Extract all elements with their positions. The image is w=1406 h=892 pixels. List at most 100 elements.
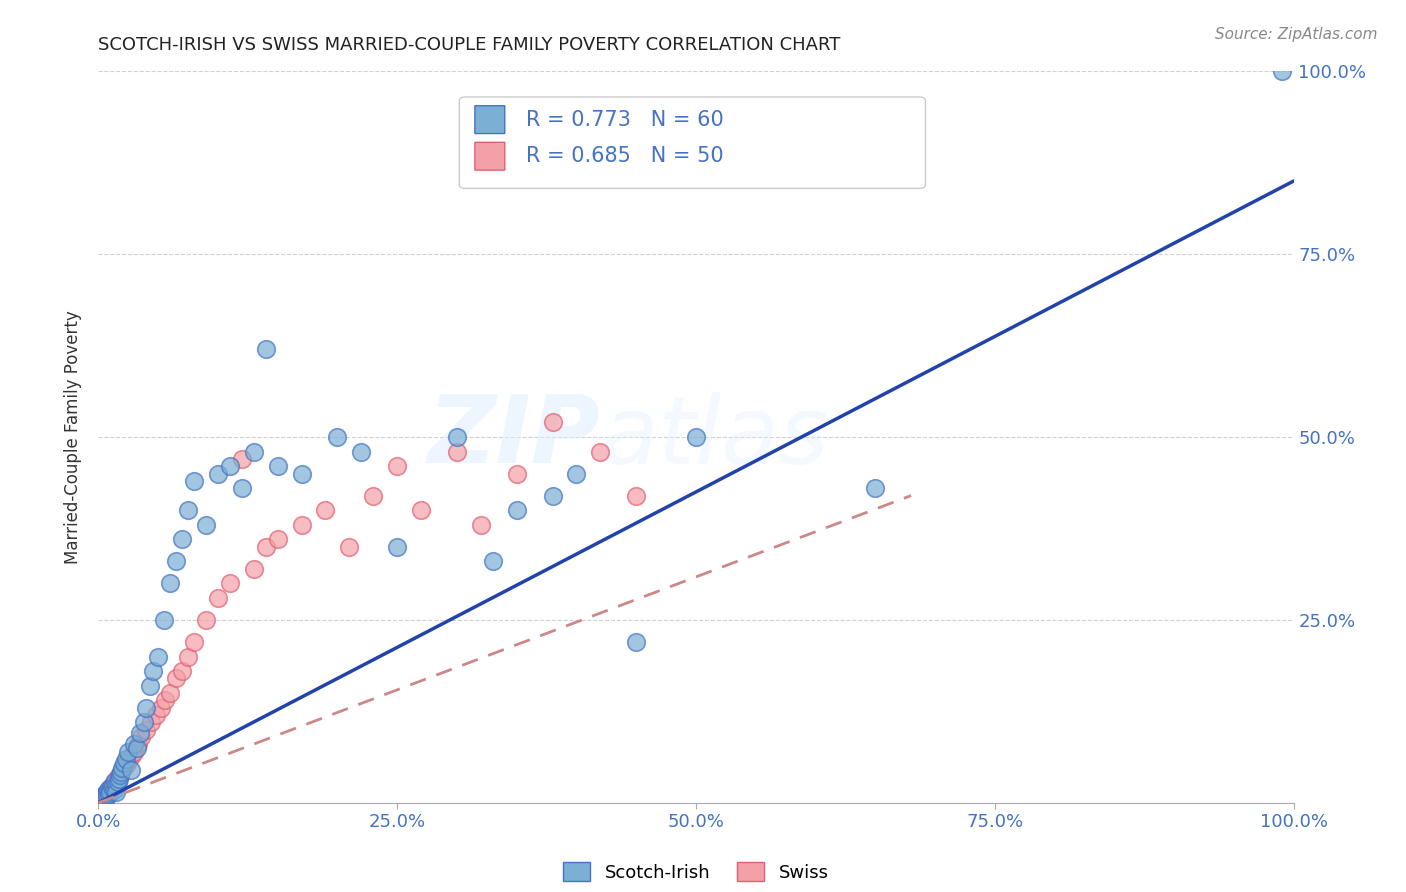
Point (124, 737, 146, 751)
Point (108, 766, 131, 780)
Point (98, 781, 122, 796)
Point (139, 715, 162, 730)
Point (110, 765, 132, 780)
Point (96, 785, 118, 799)
Point (98, 782, 121, 797)
Point (117, 745, 139, 759)
Point (165, 554, 187, 568)
Point (139, 679, 162, 693)
FancyBboxPatch shape (460, 97, 925, 188)
Point (96, 787, 118, 801)
Point (363, 489, 385, 503)
Point (91, 789, 114, 804)
Point (411, 503, 433, 517)
Point (97, 785, 120, 799)
FancyBboxPatch shape (475, 143, 505, 170)
Point (863, 481, 887, 495)
Point (177, 503, 200, 517)
Point (326, 430, 349, 444)
Point (243, 562, 266, 576)
Point (100, 780, 122, 794)
Point (589, 444, 612, 458)
Point (148, 649, 170, 664)
Point (506, 467, 529, 481)
Point (129, 726, 152, 740)
Point (131, 730, 153, 744)
Point (481, 554, 505, 568)
Point (172, 533, 194, 547)
Point (142, 664, 165, 678)
Point (267, 533, 290, 547)
Point (626, 635, 648, 649)
Point (231, 481, 253, 495)
Point (446, 430, 468, 444)
Point (111, 761, 134, 775)
Point (107, 770, 129, 784)
Point (94, 790, 117, 805)
Point (254, 540, 277, 554)
Point (172, 664, 194, 678)
Point (541, 489, 564, 503)
Text: R = 0.773   N = 60: R = 0.773 N = 60 (526, 110, 724, 129)
Point (108, 768, 131, 782)
Point (120, 763, 142, 777)
Point (107, 775, 129, 789)
Point (115, 752, 138, 766)
FancyBboxPatch shape (475, 106, 505, 134)
Point (97, 782, 120, 797)
Point (98, 787, 121, 801)
Point (98, 781, 122, 796)
Point (103, 782, 125, 797)
Point (194, 517, 218, 532)
Point (98, 785, 122, 799)
Point (91, 792, 114, 806)
Point (177, 649, 200, 664)
Point (219, 576, 242, 591)
Point (124, 745, 146, 759)
Point (91, 792, 114, 806)
Point (243, 444, 266, 458)
Point (104, 773, 127, 788)
Point (114, 759, 136, 773)
Legend: Scotch-Irish, Swiss: Scotch-Irish, Swiss (555, 855, 837, 888)
Point (385, 459, 409, 474)
Point (685, 430, 707, 444)
Point (267, 459, 290, 474)
Point (132, 715, 155, 730)
Point (135, 723, 157, 737)
Text: atlas: atlas (600, 392, 828, 483)
Point (339, 540, 360, 554)
Point (315, 503, 337, 517)
Point (93, 789, 115, 803)
Point (207, 467, 229, 481)
Point (125, 740, 148, 755)
Point (165, 672, 187, 686)
Point (103, 775, 125, 789)
Point (1271, 64, 1294, 78)
Point (207, 591, 229, 605)
Point (105, 773, 128, 788)
Point (153, 613, 176, 627)
Point (541, 416, 564, 430)
Point (159, 576, 181, 591)
Point (231, 452, 253, 467)
Point (111, 763, 134, 777)
Point (118, 752, 141, 766)
Point (94, 789, 117, 803)
Point (145, 708, 167, 723)
Point (183, 635, 205, 649)
Point (155, 693, 177, 707)
Point (291, 467, 314, 481)
Point (105, 785, 128, 799)
Point (506, 503, 529, 517)
Point (100, 780, 122, 794)
Point (105, 777, 128, 792)
Point (112, 756, 135, 770)
Point (101, 777, 124, 792)
Point (159, 686, 181, 700)
Point (115, 756, 138, 770)
Point (385, 540, 409, 554)
Point (96, 789, 118, 803)
Text: SCOTCH-IRISH VS SWISS MARRIED-COUPLE FAMILY POVERTY CORRELATION CHART: SCOTCH-IRISH VS SWISS MARRIED-COUPLE FAM… (98, 36, 841, 54)
Point (183, 474, 205, 488)
